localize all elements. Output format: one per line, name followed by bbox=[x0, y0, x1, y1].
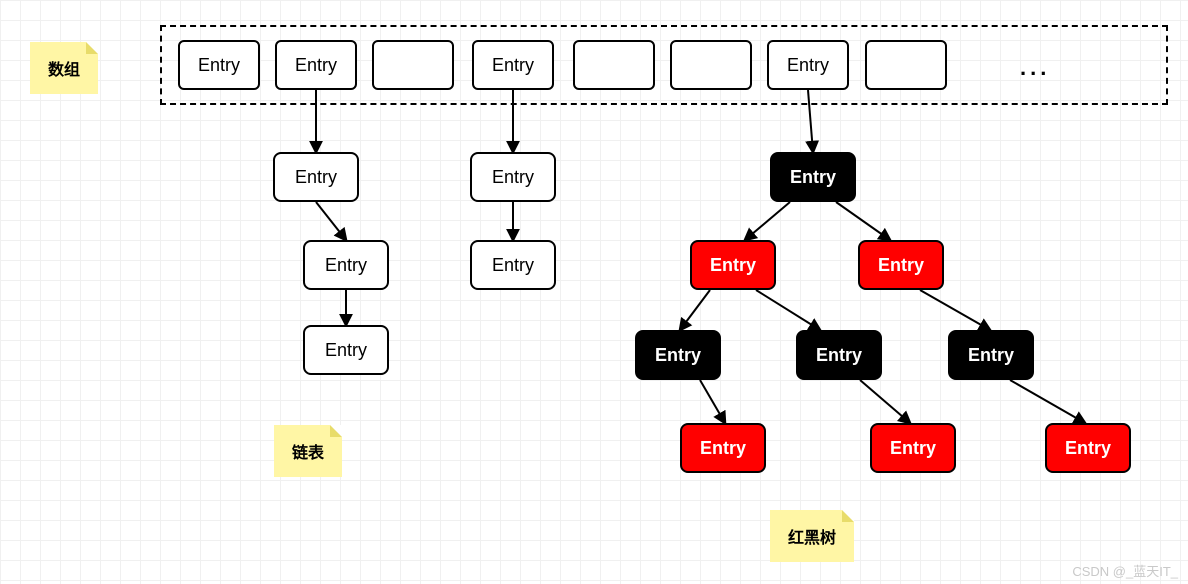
rbtree-node: Entry bbox=[870, 423, 956, 473]
array-slot: Entry bbox=[767, 40, 849, 90]
array-slot bbox=[372, 40, 454, 90]
list-node: Entry bbox=[303, 240, 389, 290]
sticky-array: 数组 bbox=[30, 42, 98, 94]
rbtree-node: Entry bbox=[635, 330, 721, 380]
rbtree-node: Entry bbox=[1045, 423, 1131, 473]
list-node: Entry bbox=[303, 325, 389, 375]
array-slot: Entry bbox=[472, 40, 554, 90]
sticky-rb_tree: 红黑树 bbox=[770, 510, 854, 562]
array-ellipsis: ... bbox=[1020, 55, 1050, 81]
rbtree-node: Entry bbox=[690, 240, 776, 290]
list-node: Entry bbox=[273, 152, 359, 202]
rbtree-node: Entry bbox=[770, 152, 856, 202]
array-slot: Entry bbox=[178, 40, 260, 90]
rbtree-node: Entry bbox=[948, 330, 1034, 380]
list-node: Entry bbox=[470, 152, 556, 202]
rbtree-node: Entry bbox=[858, 240, 944, 290]
array-slot bbox=[670, 40, 752, 90]
watermark: CSDN @_蓝天IT_ bbox=[1072, 561, 1178, 580]
array-slot bbox=[573, 40, 655, 90]
list-node: Entry bbox=[470, 240, 556, 290]
array-slot bbox=[865, 40, 947, 90]
array-slot: Entry bbox=[275, 40, 357, 90]
sticky-linked_list: 链表 bbox=[274, 425, 342, 477]
rbtree-node: Entry bbox=[680, 423, 766, 473]
rbtree-node: Entry bbox=[796, 330, 882, 380]
